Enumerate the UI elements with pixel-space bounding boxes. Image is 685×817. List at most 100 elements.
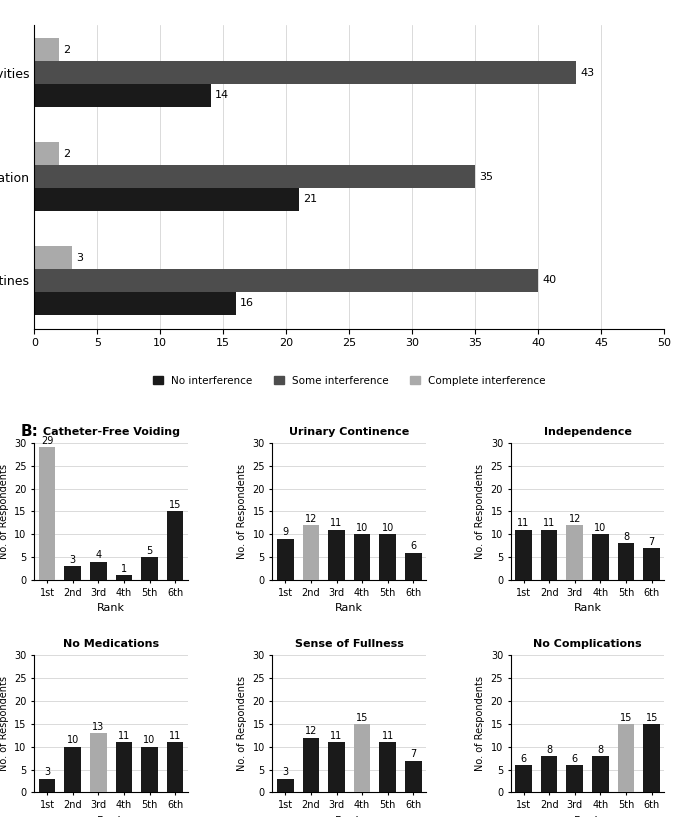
- Title: Independence: Independence: [544, 426, 632, 436]
- Bar: [64, 566, 81, 580]
- Bar: [34, 292, 236, 315]
- Legend: No interference, Some interference, Complete interference: No interference, Some interference, Comp…: [149, 372, 550, 391]
- Text: 43: 43: [580, 68, 594, 78]
- Title: Sense of Fullness: Sense of Fullness: [295, 639, 403, 649]
- X-axis label: Rank: Rank: [97, 815, 125, 817]
- Bar: [34, 61, 576, 84]
- Bar: [141, 557, 158, 580]
- Bar: [141, 747, 158, 792]
- Bar: [167, 742, 184, 792]
- Text: 11: 11: [169, 731, 182, 741]
- Text: 16: 16: [240, 298, 253, 308]
- Bar: [643, 548, 660, 580]
- Text: 12: 12: [305, 726, 317, 736]
- Bar: [116, 742, 132, 792]
- Text: 11: 11: [517, 518, 530, 529]
- Text: 6: 6: [572, 754, 578, 764]
- Bar: [328, 529, 345, 580]
- Text: 5: 5: [147, 546, 153, 556]
- Y-axis label: No. of Respondents: No. of Respondents: [475, 464, 485, 559]
- Bar: [515, 529, 532, 580]
- Text: 29: 29: [41, 436, 53, 446]
- Text: 6: 6: [410, 541, 416, 551]
- Text: 2: 2: [63, 45, 71, 55]
- Text: 15: 15: [169, 500, 182, 510]
- Bar: [379, 534, 396, 580]
- Text: 12: 12: [305, 514, 317, 524]
- Text: 15: 15: [620, 712, 632, 722]
- Y-axis label: No. of Respondents: No. of Respondents: [0, 676, 8, 771]
- Text: 8: 8: [546, 744, 552, 755]
- Text: 3: 3: [282, 767, 288, 778]
- X-axis label: Rank: Rank: [97, 603, 125, 614]
- Text: 7: 7: [410, 749, 416, 759]
- Bar: [34, 188, 299, 211]
- Text: 3: 3: [44, 767, 50, 778]
- Bar: [328, 742, 345, 792]
- Text: 35: 35: [479, 172, 493, 181]
- Bar: [643, 724, 660, 792]
- Text: 7: 7: [649, 537, 655, 547]
- Bar: [354, 534, 371, 580]
- Text: 1: 1: [121, 564, 127, 574]
- Bar: [379, 742, 396, 792]
- Bar: [90, 733, 107, 792]
- Title: No Complications: No Complications: [534, 639, 642, 649]
- Y-axis label: No. of Respondents: No. of Respondents: [237, 464, 247, 559]
- Text: 11: 11: [543, 518, 556, 529]
- Bar: [34, 38, 60, 61]
- Text: 8: 8: [623, 532, 629, 542]
- X-axis label: Rank: Rank: [573, 603, 601, 614]
- Text: 10: 10: [595, 523, 606, 533]
- X-axis label: Rank: Rank: [573, 815, 601, 817]
- Bar: [167, 511, 184, 580]
- Bar: [618, 724, 634, 792]
- Text: 14: 14: [214, 91, 229, 100]
- Text: 11: 11: [382, 731, 394, 741]
- Text: 2: 2: [63, 149, 71, 158]
- Bar: [592, 756, 609, 792]
- Title: No Medications: No Medications: [63, 639, 159, 649]
- Bar: [515, 765, 532, 792]
- X-axis label: Rank: Rank: [336, 815, 363, 817]
- Text: 10: 10: [382, 523, 394, 533]
- Bar: [354, 724, 371, 792]
- Text: 11: 11: [330, 731, 342, 741]
- Bar: [34, 269, 538, 292]
- Text: 6: 6: [521, 754, 527, 764]
- Text: 9: 9: [282, 528, 288, 538]
- Bar: [405, 552, 422, 580]
- Title: Urinary Continence: Urinary Continence: [289, 426, 410, 436]
- Bar: [405, 761, 422, 792]
- Y-axis label: No. of Respondents: No. of Respondents: [0, 464, 8, 559]
- Bar: [277, 779, 294, 792]
- Title: Catheter-Free Voiding: Catheter-Free Voiding: [42, 426, 179, 436]
- Bar: [34, 165, 475, 188]
- Bar: [34, 84, 211, 107]
- Bar: [39, 779, 55, 792]
- Text: 3: 3: [76, 252, 83, 262]
- Bar: [39, 448, 55, 580]
- Text: B:: B:: [21, 424, 38, 439]
- Text: 12: 12: [569, 514, 581, 524]
- Text: 4: 4: [95, 551, 101, 560]
- Bar: [90, 562, 107, 580]
- Text: 8: 8: [597, 744, 603, 755]
- Bar: [34, 142, 60, 165]
- Text: 13: 13: [92, 721, 104, 732]
- Y-axis label: No. of Respondents: No. of Respondents: [237, 676, 247, 771]
- Bar: [34, 246, 72, 269]
- Bar: [541, 756, 558, 792]
- Text: 10: 10: [143, 735, 155, 745]
- Text: 10: 10: [356, 523, 369, 533]
- Text: 11: 11: [330, 518, 342, 529]
- Bar: [303, 738, 319, 792]
- X-axis label: Rank: Rank: [336, 603, 363, 614]
- Bar: [541, 529, 558, 580]
- Bar: [618, 543, 634, 580]
- Bar: [566, 525, 583, 580]
- Text: 11: 11: [118, 731, 130, 741]
- Bar: [277, 539, 294, 580]
- Bar: [566, 765, 583, 792]
- Y-axis label: No. of Respondents: No. of Respondents: [475, 676, 485, 771]
